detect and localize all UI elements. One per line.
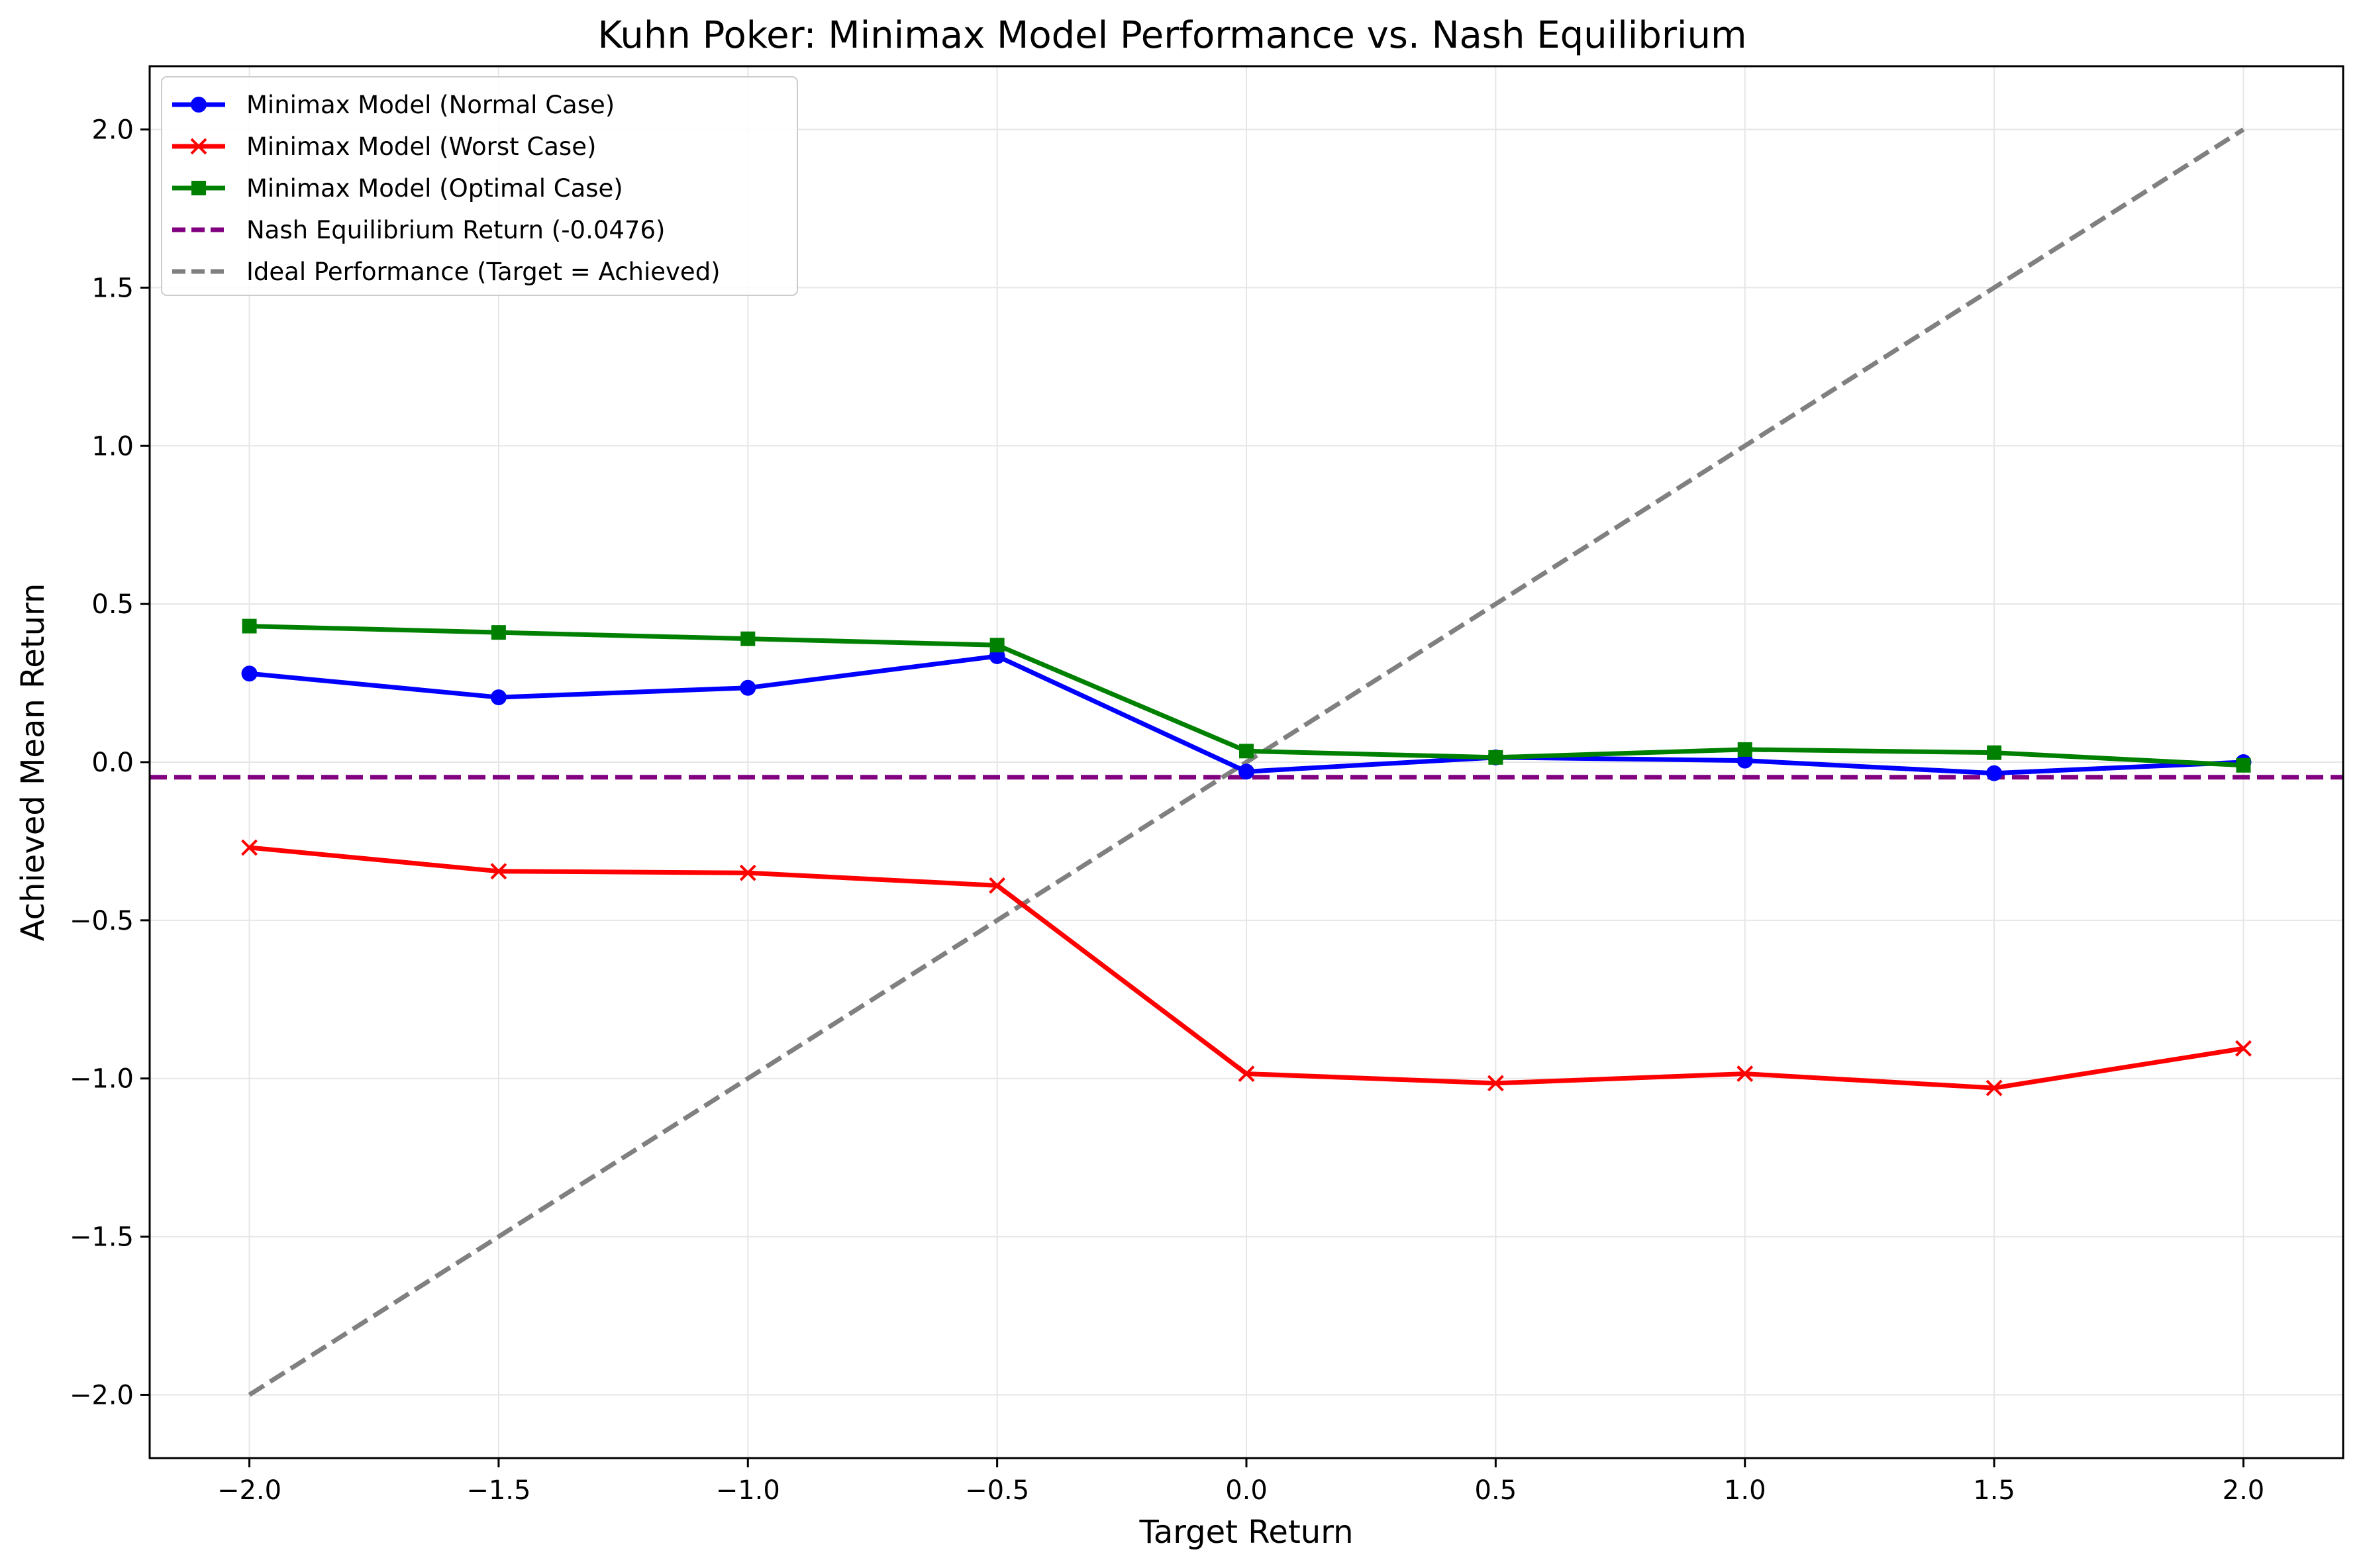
data-point-normal-case [740,679,756,696]
legend: Minimax Model (Normal Case) Minimax Model… [161,76,798,296]
data-point-worst-case [1736,1065,1754,1082]
y-tick-label: 2.0 [91,115,134,146]
legend-marker [191,181,206,195]
data-point-optimal-case [989,638,1005,653]
data-point-worst-case [739,864,756,881]
data-point-worst-case [1487,1075,1504,1092]
data-point-worst-case [1986,1079,2003,1097]
x-axis-label: Target Return [1138,1514,1353,1551]
y-axis-ticks: −2.0 −1.5 −1.0 −0.5 0.0 0.5 1.0 1.5 2.0 [70,115,150,1410]
data-point-normal-case [1238,763,1254,780]
x-tick-label: −1.0 [716,1475,780,1506]
y-tick-label: −2.0 [70,1380,134,1410]
data-point-normal-case [241,665,258,682]
reference-lines [150,127,2343,1397]
x-tick-label: 0.5 [1475,1475,1517,1506]
legend-entry-label: Minimax Model (Normal Case) [246,91,615,119]
y-tick-label: −0.5 [70,906,134,936]
y-tick-label: 1.5 [91,273,134,303]
data-point-optimal-case [1488,750,1503,765]
ideal-performance-line [248,127,2245,1397]
data-point-normal-case [1986,765,2003,781]
data-point-optimal-case [1987,745,2002,760]
y-tick-label: −1.0 [70,1064,134,1095]
data-point-normal-case [490,689,507,706]
data-series [241,618,2252,1097]
y-tick-label: 0.0 [91,748,134,778]
legend-marker [190,138,207,155]
data-point-optimal-case [491,625,506,640]
x-axis-ticks: −2.0 −1.5 −1.0 −0.5 0.0 0.5 1.0 1.5 2.0 [217,1458,2264,1506]
legend-marker [191,97,207,113]
legend-entry-label: Ideal Performance (Target = Achieved) [246,258,721,286]
data-point-worst-case [490,863,507,880]
chart-title: Kuhn Poker: Minimax Model Performance vs… [597,14,1746,57]
data-point-optimal-case [1737,742,1752,757]
y-tick-label: 0.5 [91,589,134,620]
data-point-worst-case [2235,1040,2252,1057]
legend-entry-label: Minimax Model (Optimal Case) [246,174,623,203]
x-tick-label: 0.0 [1225,1475,1268,1506]
data-point-worst-case [1238,1065,1255,1082]
data-point-optimal-case [2236,758,2251,773]
data-point-optimal-case [242,618,257,634]
x-tick-label: 1.0 [1724,1475,1766,1506]
x-tick-label: 2.0 [2223,1475,2265,1506]
data-point-worst-case [241,839,258,856]
data-point-optimal-case [740,631,756,646]
legend-entry-label: Minimax Model (Worst Case) [246,132,596,161]
y-tick-label: −1.5 [70,1222,134,1253]
x-tick-label: −1.5 [466,1475,530,1506]
legend-entry-label: Nash Equilibrium Return (-0.0476) [246,216,665,244]
x-tick-label: 1.5 [1973,1475,2015,1506]
x-tick-label: −2.0 [217,1475,281,1506]
data-point-worst-case [989,877,1006,894]
legend-box [161,76,798,296]
y-axis-label: Achieved Mean Return [15,583,52,942]
data-point-optimal-case [1239,744,1254,759]
y-tick-label: 1.0 [91,431,134,462]
x-tick-label: −0.5 [965,1475,1029,1506]
